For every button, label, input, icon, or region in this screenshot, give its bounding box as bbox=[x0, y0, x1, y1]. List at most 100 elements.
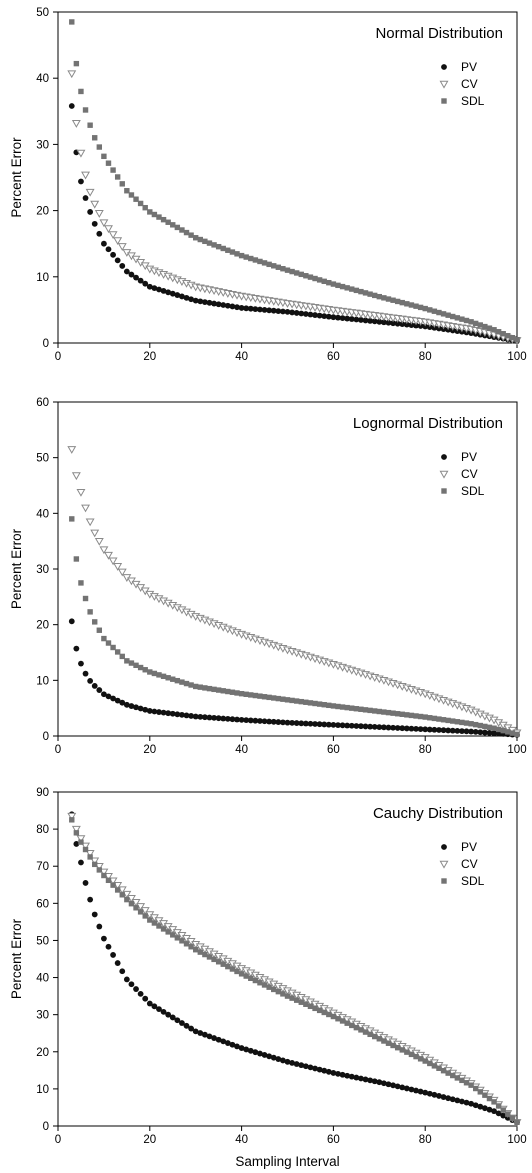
data-point bbox=[96, 923, 103, 930]
data-point bbox=[372, 708, 378, 714]
data-point bbox=[73, 556, 80, 562]
data-point bbox=[117, 243, 127, 251]
data-point bbox=[403, 1085, 410, 1092]
data-point bbox=[170, 932, 176, 938]
data-point bbox=[133, 704, 139, 711]
data-point bbox=[330, 703, 337, 709]
data-point bbox=[238, 1045, 245, 1051]
data-point bbox=[206, 714, 213, 721]
plot-frame bbox=[57, 11, 518, 344]
data-point bbox=[91, 683, 98, 689]
data-point bbox=[316, 1007, 323, 1014]
data-point bbox=[302, 1063, 309, 1070]
data-point bbox=[445, 1070, 451, 1076]
data-point bbox=[362, 317, 369, 324]
data-point bbox=[335, 1016, 341, 1022]
data-point bbox=[234, 968, 240, 975]
data-point bbox=[183, 294, 190, 301]
data-point bbox=[482, 1092, 488, 1098]
data-point bbox=[73, 645, 80, 652]
data-point bbox=[307, 720, 314, 727]
data-point bbox=[174, 224, 181, 231]
data-point bbox=[303, 1001, 309, 1007]
data-point bbox=[459, 719, 465, 726]
data-point bbox=[96, 687, 103, 693]
data-point bbox=[87, 854, 93, 860]
data-point bbox=[385, 319, 392, 326]
data-point bbox=[165, 710, 172, 717]
data-point bbox=[188, 713, 195, 719]
data-point bbox=[450, 313, 456, 320]
data-point bbox=[215, 243, 222, 250]
data-point bbox=[472, 1102, 479, 1109]
data-point bbox=[92, 619, 98, 625]
data-point bbox=[119, 181, 125, 187]
data-point bbox=[179, 711, 185, 718]
y-tick-label: 50 bbox=[36, 453, 49, 465]
data-point bbox=[362, 1076, 369, 1083]
data-point bbox=[362, 290, 369, 296]
data-point bbox=[247, 1047, 254, 1054]
data-point bbox=[270, 718, 277, 725]
data-point bbox=[78, 88, 84, 95]
data-point bbox=[358, 706, 364, 712]
data-point bbox=[82, 107, 89, 113]
data-point bbox=[160, 673, 167, 680]
data-point bbox=[266, 718, 273, 725]
data-point bbox=[372, 1033, 378, 1040]
data-point bbox=[179, 1020, 185, 1026]
data-point bbox=[293, 698, 300, 704]
data-point bbox=[408, 712, 415, 719]
data-point bbox=[81, 171, 91, 180]
y-tick-label: 10 bbox=[36, 272, 49, 284]
data-point bbox=[445, 727, 452, 734]
data-point bbox=[358, 317, 364, 323]
data-point bbox=[96, 627, 103, 633]
data-point bbox=[179, 679, 185, 685]
data-point bbox=[220, 302, 227, 308]
data-point bbox=[413, 1087, 419, 1094]
x-tick-label: 0 bbox=[55, 1134, 61, 1146]
y-tick-label: 30 bbox=[36, 564, 49, 576]
x-tick-label: 100 bbox=[507, 1134, 526, 1146]
data-point bbox=[261, 1052, 268, 1058]
data-point bbox=[380, 319, 387, 326]
data-point bbox=[197, 713, 204, 720]
data-point bbox=[117, 886, 127, 895]
data-point bbox=[417, 713, 424, 720]
data-point bbox=[188, 682, 194, 688]
data-point bbox=[280, 719, 286, 726]
data-point bbox=[119, 699, 126, 706]
data-point bbox=[160, 926, 167, 932]
data-point bbox=[353, 287, 360, 294]
data-point bbox=[335, 282, 341, 289]
data-point bbox=[330, 721, 337, 728]
data-point bbox=[119, 263, 126, 269]
data-point bbox=[215, 687, 222, 693]
data-point bbox=[468, 319, 474, 325]
data-point bbox=[96, 867, 103, 873]
data-point bbox=[94, 537, 104, 546]
data-point bbox=[408, 1086, 415, 1093]
data-point bbox=[316, 701, 323, 707]
x-tick-label: 100 bbox=[507, 744, 526, 756]
data-point bbox=[197, 298, 204, 305]
data-point bbox=[165, 219, 171, 225]
data-point bbox=[110, 644, 116, 651]
legend-label-cv: CV bbox=[461, 857, 478, 871]
data-point bbox=[87, 677, 94, 684]
data-point bbox=[344, 1072, 351, 1079]
data-point bbox=[321, 721, 328, 728]
data-point bbox=[394, 1083, 401, 1090]
data-point bbox=[85, 188, 95, 197]
data-point bbox=[192, 713, 199, 720]
data-point bbox=[261, 694, 268, 700]
data-point bbox=[146, 708, 153, 714]
data-point bbox=[179, 938, 185, 944]
data-point bbox=[316, 1066, 323, 1073]
data-point bbox=[160, 288, 167, 294]
data-point bbox=[165, 1011, 172, 1018]
data-point bbox=[128, 271, 135, 278]
data-point bbox=[284, 1058, 291, 1065]
data-point bbox=[165, 289, 172, 296]
